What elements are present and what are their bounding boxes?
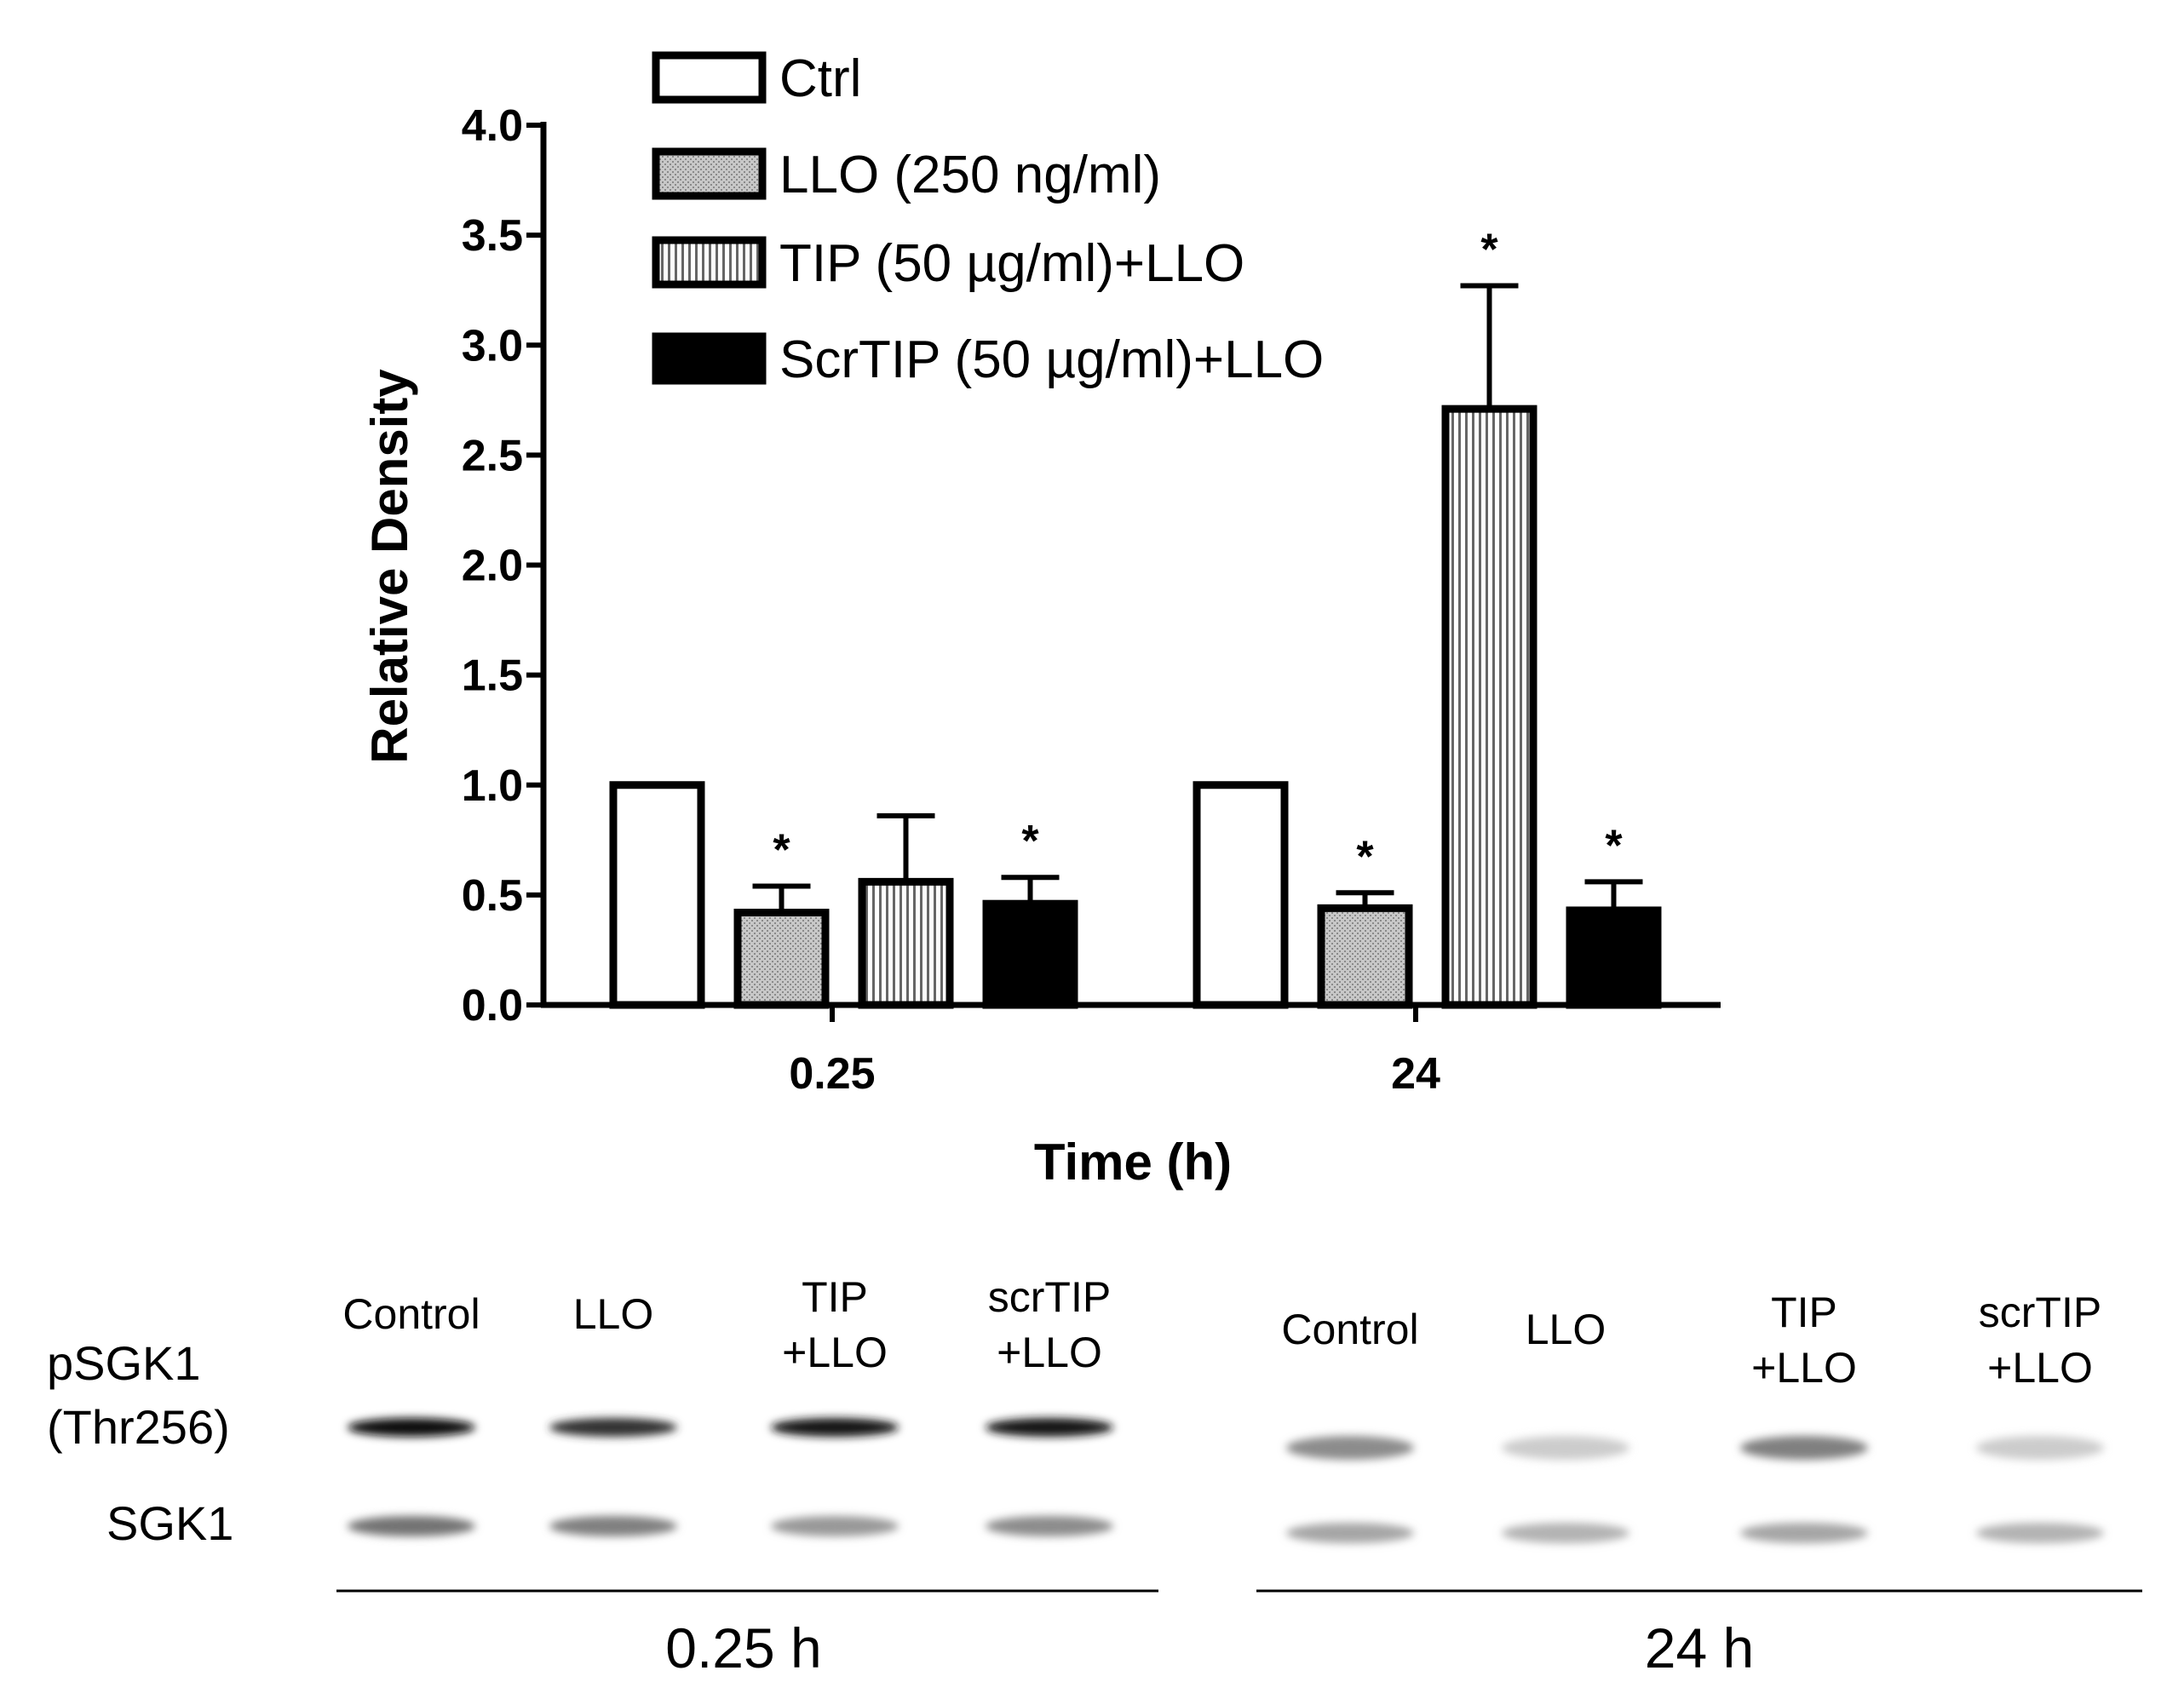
lane-label: Control (342, 1290, 480, 1338)
psgk1-band (348, 1418, 475, 1437)
legend-label: LLO (250 ng/ml) (779, 146, 1161, 204)
blot-row-label-sgk1: SGK1 (106, 1496, 233, 1550)
psgk1-band (1286, 1436, 1414, 1460)
sgk1-band (1286, 1523, 1414, 1543)
y-tick-label: 2.0 (462, 542, 523, 591)
psgk1-band (1502, 1436, 1629, 1460)
y-tick-label: 1.5 (462, 652, 523, 701)
lane-label-line2: +LLO (1987, 1344, 2093, 1392)
lane-label: scrTIP (988, 1273, 1111, 1321)
sgk1-band (771, 1516, 899, 1536)
legend: Ctrl LLO (250 ng/ml) TIP (50 µg/ml)+LLO Scr… (652, 49, 1324, 389)
bar-dotted-0 (733, 909, 830, 1009)
sgk1-band (986, 1516, 1113, 1536)
lane-label: scrTIP (1979, 1289, 2101, 1336)
sgk1-band (549, 1516, 677, 1536)
bar-chart: * *** * 0.00.51.01.52.02.53.03.54.00.25 24 … (361, 49, 1721, 1191)
legend-label: TIP (50 µg/ml)+LLO (779, 234, 1244, 293)
y-axis-title: Relative Density (361, 369, 418, 764)
bar-vertical-lines-0 (858, 877, 954, 1009)
blot-panel-0: Control LLO TIP +LLO scrTIP +LLO 0.25 h (336, 1273, 1158, 1679)
lane-label: Control (1281, 1306, 1418, 1353)
legend-swatch-white (652, 51, 767, 104)
y-tick-label: 2.5 (462, 431, 523, 480)
sgk1-band (348, 1516, 475, 1536)
x-tick-label: 24 (1391, 1049, 1440, 1099)
error-bars-layer (752, 283, 1643, 913)
bar-vertical-lines-1 (1441, 405, 1537, 1009)
blot-row-label-thr256: (Thr256) (47, 1400, 230, 1454)
bars-layer (609, 405, 1662, 1009)
significance-star: * (1605, 821, 1623, 870)
bar-white-0 (609, 781, 705, 1009)
western-blot-panel: pSGK1 (Thr256) SGK1 Control LLO TIP +LLO scr… (47, 1273, 2142, 1679)
lane-label-line2: +LLO (1751, 1344, 1857, 1392)
bar-white-1 (1193, 781, 1289, 1009)
significance-layer: * * * * * (773, 226, 1623, 882)
legend-label: Ctrl (779, 49, 861, 108)
sgk1-band (1740, 1523, 1868, 1543)
legend-label: ScrTIP (50 µg/ml)+LLO (779, 330, 1324, 389)
psgk1-band (771, 1418, 899, 1437)
bar-black-1 (1566, 906, 1662, 1009)
y-tick-label: 3.0 (462, 321, 523, 370)
legend-swatch-dotted (652, 147, 767, 200)
significance-star: * (1021, 817, 1039, 866)
significance-star: * (773, 826, 790, 875)
blot-time-label: 24 h (1645, 1616, 1754, 1679)
psgk1-band (1740, 1436, 1868, 1460)
significance-star: * (1480, 226, 1498, 275)
y-tick-label: 0.0 (462, 981, 523, 1030)
axes-layer: 0.0 0.5 1.0 1.5 2.0 2.5 3.0 3.5 4.0 0.25 24 (462, 101, 1721, 1099)
y-tick-label: 1.0 (462, 761, 523, 811)
sgk1-band (1502, 1523, 1629, 1543)
blot-panel-1: Control LLO TIP +LLO scrTIP +LLO 24 h (1256, 1289, 2142, 1679)
lane-label-line2: +LLO (782, 1329, 888, 1376)
psgk1-band (986, 1418, 1113, 1437)
y-tick-label: 4.0 (462, 101, 523, 151)
lane-label: TIP (1771, 1289, 1837, 1336)
legend-swatch-vertical-lines (652, 236, 767, 289)
y-tick-label: 0.5 (462, 871, 523, 921)
psgk1-band (549, 1418, 677, 1437)
significance-star: * (1356, 832, 1374, 881)
lane-label: TIP (802, 1273, 868, 1321)
blot-row-label-psgk1: pSGK1 (47, 1336, 201, 1390)
lane-label: LLO (1526, 1306, 1606, 1353)
psgk1-band (1976, 1436, 2104, 1460)
bar-dotted-1 (1317, 904, 1413, 1009)
x-tick-label: 0.25 (789, 1049, 875, 1099)
blot-time-label: 0.25 h (665, 1616, 822, 1679)
legend-swatch-black (652, 332, 767, 385)
x-axis-title: Time (h) (1034, 1134, 1232, 1191)
bar-black-0 (982, 899, 1078, 1009)
lane-label-line2: +LLO (997, 1329, 1102, 1376)
y-tick-label: 3.5 (462, 211, 523, 261)
sgk1-band (1976, 1523, 2104, 1543)
lane-label: LLO (573, 1290, 654, 1338)
